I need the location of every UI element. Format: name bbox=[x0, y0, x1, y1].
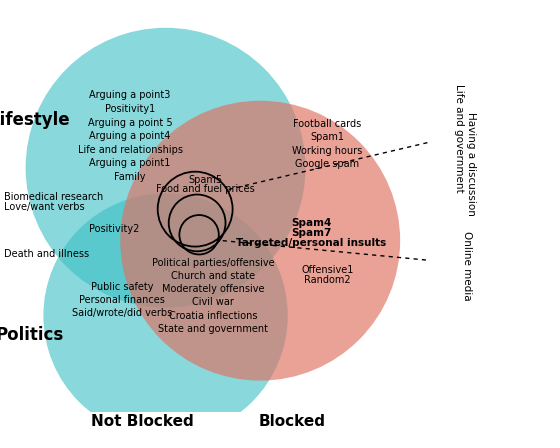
Text: Death and illness: Death and illness bbox=[4, 250, 89, 259]
Text: Spam7: Spam7 bbox=[291, 228, 332, 238]
Text: Spam4: Spam4 bbox=[291, 218, 332, 228]
Text: Random2: Random2 bbox=[304, 275, 351, 285]
Text: Positivity2: Positivity2 bbox=[89, 224, 139, 234]
Text: Biomedical research: Biomedical research bbox=[4, 192, 103, 202]
Text: Not Blocked: Not Blocked bbox=[91, 414, 193, 429]
Text: Online media: Online media bbox=[462, 232, 472, 301]
Circle shape bbox=[26, 28, 306, 308]
Text: Arguing a point3
Positivity1
Arguing a point 5
Arguing a point4
Life and relatio: Arguing a point3 Positivity1 Arguing a p… bbox=[78, 90, 183, 182]
Text: Political parties/offensive
Church and state
Moderately offensive
Civil war
Croa: Political parties/offensive Church and s… bbox=[152, 258, 274, 334]
Circle shape bbox=[43, 194, 288, 438]
Text: Life and government: Life and government bbox=[454, 84, 464, 193]
Text: Football cards
Spam1
Working hours
Google spam: Football cards Spam1 Working hours Googl… bbox=[292, 119, 362, 169]
Text: Public safety
Personal finances
Said/wrote/did verbs: Public safety Personal finances Said/wro… bbox=[72, 282, 172, 318]
Text: Targeted/personal insults: Targeted/personal insults bbox=[236, 237, 386, 248]
Text: Spam5: Spam5 bbox=[188, 175, 222, 185]
Text: Lifestyle: Lifestyle bbox=[0, 112, 70, 129]
Text: Blocked: Blocked bbox=[258, 414, 325, 429]
Text: Food and fuel prices: Food and fuel prices bbox=[156, 185, 254, 194]
Text: Politics: Politics bbox=[0, 326, 64, 344]
Text: Love/want verbs: Love/want verbs bbox=[4, 202, 85, 212]
Text: Having a discussion: Having a discussion bbox=[466, 112, 476, 216]
Circle shape bbox=[120, 101, 400, 381]
Text: Offensive1: Offensive1 bbox=[301, 265, 353, 275]
